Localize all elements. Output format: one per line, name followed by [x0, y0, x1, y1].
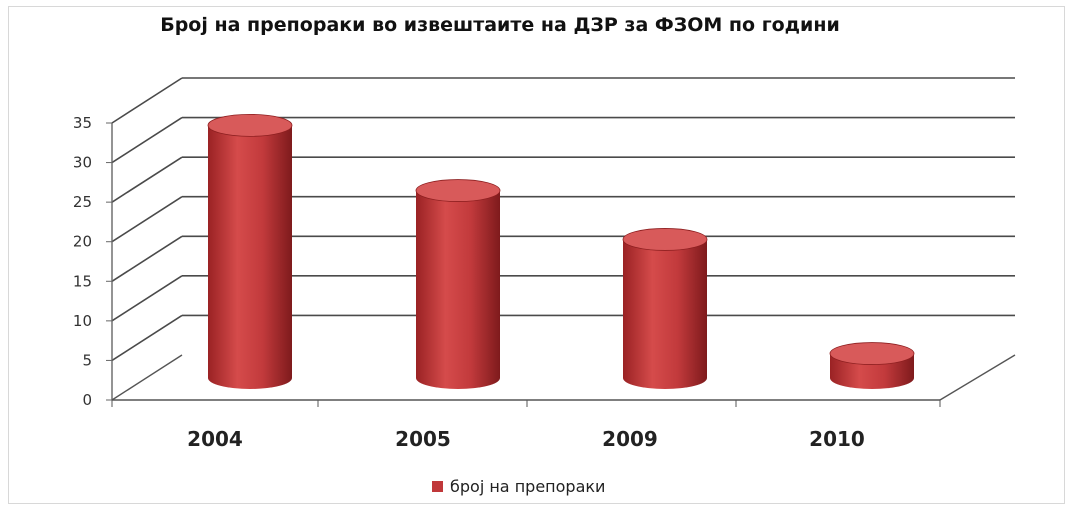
tick-labels: 0 5 10 15 20 25 30 35 2004 2005 2009 2010 [73, 114, 865, 451]
bar [415, 179, 501, 389]
legend: број на препораки [432, 477, 605, 496]
y-tick-label: 5 [82, 351, 92, 369]
bars [207, 113, 915, 389]
chart-title: Број на препораки во извештаите на ДЗР з… [160, 14, 840, 36]
floor-right-edge [939, 354, 1016, 401]
bar-top [829, 342, 915, 365]
y-tick-label: 25 [73, 193, 92, 211]
bar [829, 342, 915, 389]
x-tick-label: 2010 [809, 427, 865, 451]
gridline-diagonal [111, 156, 183, 203]
floor-left-edge [111, 354, 183, 401]
bar-top [207, 113, 293, 137]
gridline-diagonal [111, 116, 183, 164]
y-tick-label: 15 [73, 272, 92, 290]
y-tick-label: 35 [73, 114, 92, 132]
x-tick-label: 2009 [602, 427, 658, 451]
gridline-diagonal [111, 275, 183, 322]
x-tick-label: 2004 [187, 427, 243, 451]
bar [622, 228, 708, 389]
bar-body [208, 125, 292, 389]
bar-top [415, 179, 501, 202]
x-tick-label: 2005 [395, 427, 451, 451]
legend-swatch [432, 481, 443, 492]
bar-body [416, 190, 500, 389]
legend-label: број на препораки [450, 477, 605, 496]
y-tick-label: 0 [82, 391, 92, 409]
bar-body [623, 239, 707, 389]
gridlines [111, 77, 1015, 362]
axes [106, 122, 1016, 407]
gridline-diagonal [111, 77, 183, 124]
y-tick-label: 20 [73, 233, 92, 251]
gridline-diagonal [111, 235, 183, 282]
chart-frame [8, 6, 1065, 504]
gridline-diagonal [111, 314, 183, 362]
y-tick-label: 30 [73, 154, 92, 172]
bar-top [622, 228, 708, 251]
y-tick-label: 10 [73, 312, 92, 330]
gridline-diagonal [111, 196, 183, 243]
bar [207, 113, 293, 389]
